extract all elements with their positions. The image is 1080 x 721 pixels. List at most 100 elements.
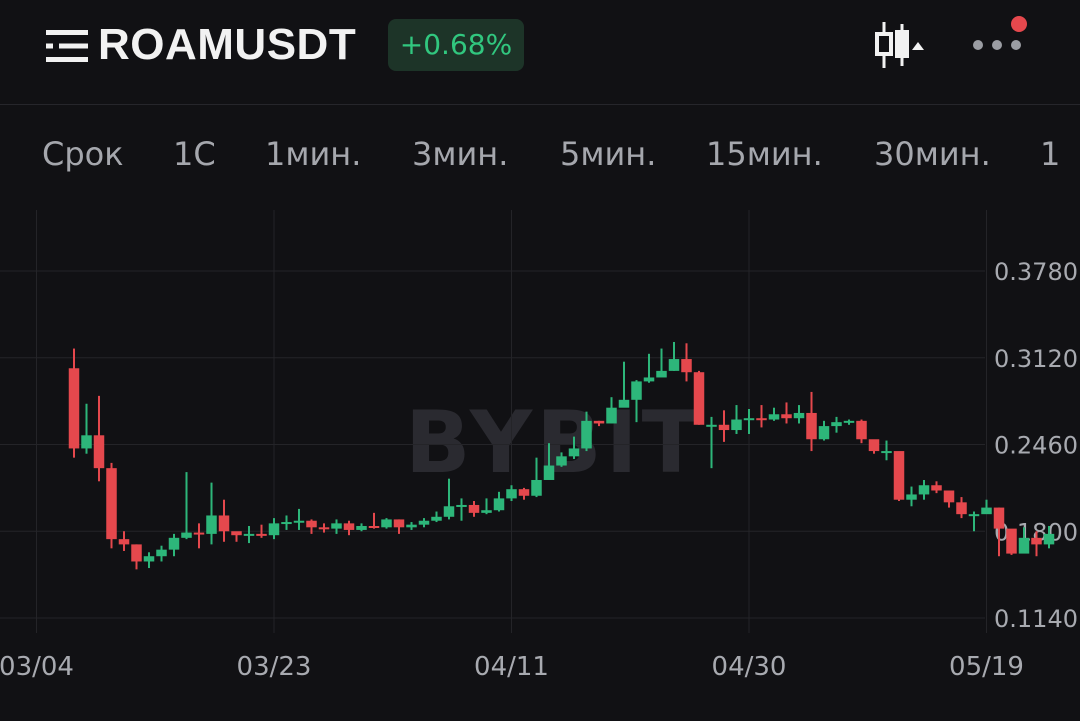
candle-up — [768, 414, 780, 420]
chart-watermark: BYBIT — [405, 393, 704, 493]
candle-down — [693, 372, 705, 425]
candle-down — [118, 539, 130, 545]
notification-dot — [1011, 16, 1027, 32]
candle-up — [181, 532, 192, 538]
tab-1h-partial[interactable]: 1 — [1040, 135, 1061, 173]
candle-up — [243, 533, 255, 536]
candle-down — [718, 424, 730, 431]
candle-up — [543, 465, 555, 480]
candle-up — [381, 519, 392, 528]
candle-up — [918, 485, 930, 495]
tab-15min[interactable]: 15мин. — [706, 135, 823, 173]
candle-up — [456, 504, 467, 507]
candle-down — [893, 451, 905, 500]
y-axis-tick-label: 0.3120 — [994, 345, 1078, 373]
x-axis-tick-label: 03/04 — [0, 652, 74, 682]
candle-down — [368, 525, 380, 528]
price-change-badge: +0.68% — [388, 19, 524, 71]
candle-down — [106, 468, 117, 540]
candle-up — [668, 359, 680, 371]
tab-5min[interactable]: 5мин. — [560, 135, 657, 173]
candle-down — [943, 490, 955, 503]
candle-down — [231, 531, 242, 536]
candle-down — [806, 412, 817, 440]
candle-up — [281, 522, 292, 525]
candle-up — [618, 399, 630, 408]
candle-up — [843, 420, 855, 423]
candle-down — [93, 435, 105, 469]
candle-down — [931, 485, 942, 491]
candle-up — [968, 514, 980, 517]
candle-down — [218, 515, 230, 532]
candle-down — [856, 420, 867, 440]
candle-down — [1006, 528, 1017, 554]
candle-up — [1018, 537, 1030, 554]
candle-down — [468, 504, 480, 513]
indicator-icon[interactable] — [872, 20, 928, 70]
symbol-title[interactable]: ROAMUSDT — [98, 20, 357, 69]
price-chart[interactable]: BYBIT 0.3780 0.3120 0.2460 0.1800 0.1140 03/04… — [0, 210, 1080, 721]
candle-down — [68, 368, 80, 449]
candle-up — [731, 419, 742, 431]
tab-3min[interactable]: 3мин. — [412, 135, 509, 173]
candle-down — [1031, 537, 1042, 545]
candle-up — [906, 494, 917, 500]
candle-up — [656, 370, 667, 378]
candle-up — [331, 523, 342, 529]
tab-1s[interactable]: 1С — [173, 135, 216, 173]
candle-up — [431, 516, 442, 521]
timeframe-tabs: Срок 1С 1мин. 3мин. 5мин. 15мин. 30мин. … — [0, 104, 1080, 200]
candle-up — [556, 456, 567, 466]
tab-period[interactable]: Срок — [42, 135, 124, 173]
candle-up — [506, 489, 517, 499]
candle-up — [981, 507, 992, 515]
candle-up — [581, 420, 592, 449]
x-axis-tick-label: 05/19 — [949, 652, 1024, 682]
candle-up — [206, 515, 217, 534]
candle-up — [818, 426, 830, 440]
candle-up — [606, 407, 617, 424]
menu-icon[interactable] — [46, 30, 88, 62]
candle-up — [1043, 533, 1055, 545]
y-axis-tick-label: 0.1140 — [994, 605, 1078, 633]
candle-up — [831, 422, 842, 427]
candle-up — [481, 510, 492, 513]
candle-down — [593, 420, 605, 424]
candle-up — [631, 381, 642, 400]
candle-up — [418, 520, 430, 525]
candle-up — [706, 424, 717, 427]
candle-up — [568, 448, 580, 457]
x-axis-tick-label: 04/30 — [712, 652, 787, 682]
candle-down — [131, 544, 142, 562]
top-bar: ROAMUSDT +0.68% — [0, 0, 1080, 105]
candle-down — [306, 520, 317, 528]
candle-down — [193, 532, 205, 535]
candle-up — [293, 520, 305, 523]
candle-down — [681, 359, 692, 373]
x-axis-tick-label: 04/11 — [474, 652, 549, 682]
x-axis-tick-label: 03/23 — [237, 652, 312, 682]
candle-down — [343, 523, 355, 530]
candle-down — [318, 527, 330, 530]
y-axis-tick-label: 0.3780 — [994, 258, 1078, 286]
tab-30min[interactable]: 30мин. — [874, 135, 991, 173]
candle-up — [406, 524, 417, 528]
candle-up — [156, 549, 167, 557]
y-axis-tick-label: 0.2460 — [994, 432, 1078, 460]
candle-down — [868, 439, 880, 452]
candle-up — [168, 537, 180, 550]
candle-up — [743, 418, 755, 421]
candlestick-chart-svg[interactable]: BYBIT0.37800.31200.24600.18000.114003/04… — [0, 210, 1080, 721]
more-icon[interactable] — [968, 14, 1030, 64]
candle-up — [443, 506, 455, 517]
candle-down — [756, 418, 767, 421]
candle-up — [143, 556, 155, 562]
candle-up — [356, 525, 367, 530]
tab-1min[interactable]: 1мин. — [265, 135, 362, 173]
candle-up — [793, 412, 805, 419]
candle-down — [781, 414, 792, 419]
candle-down — [393, 519, 405, 528]
candle-up — [493, 498, 505, 511]
candle-up — [531, 479, 542, 496]
candle-down — [993, 507, 1005, 529]
